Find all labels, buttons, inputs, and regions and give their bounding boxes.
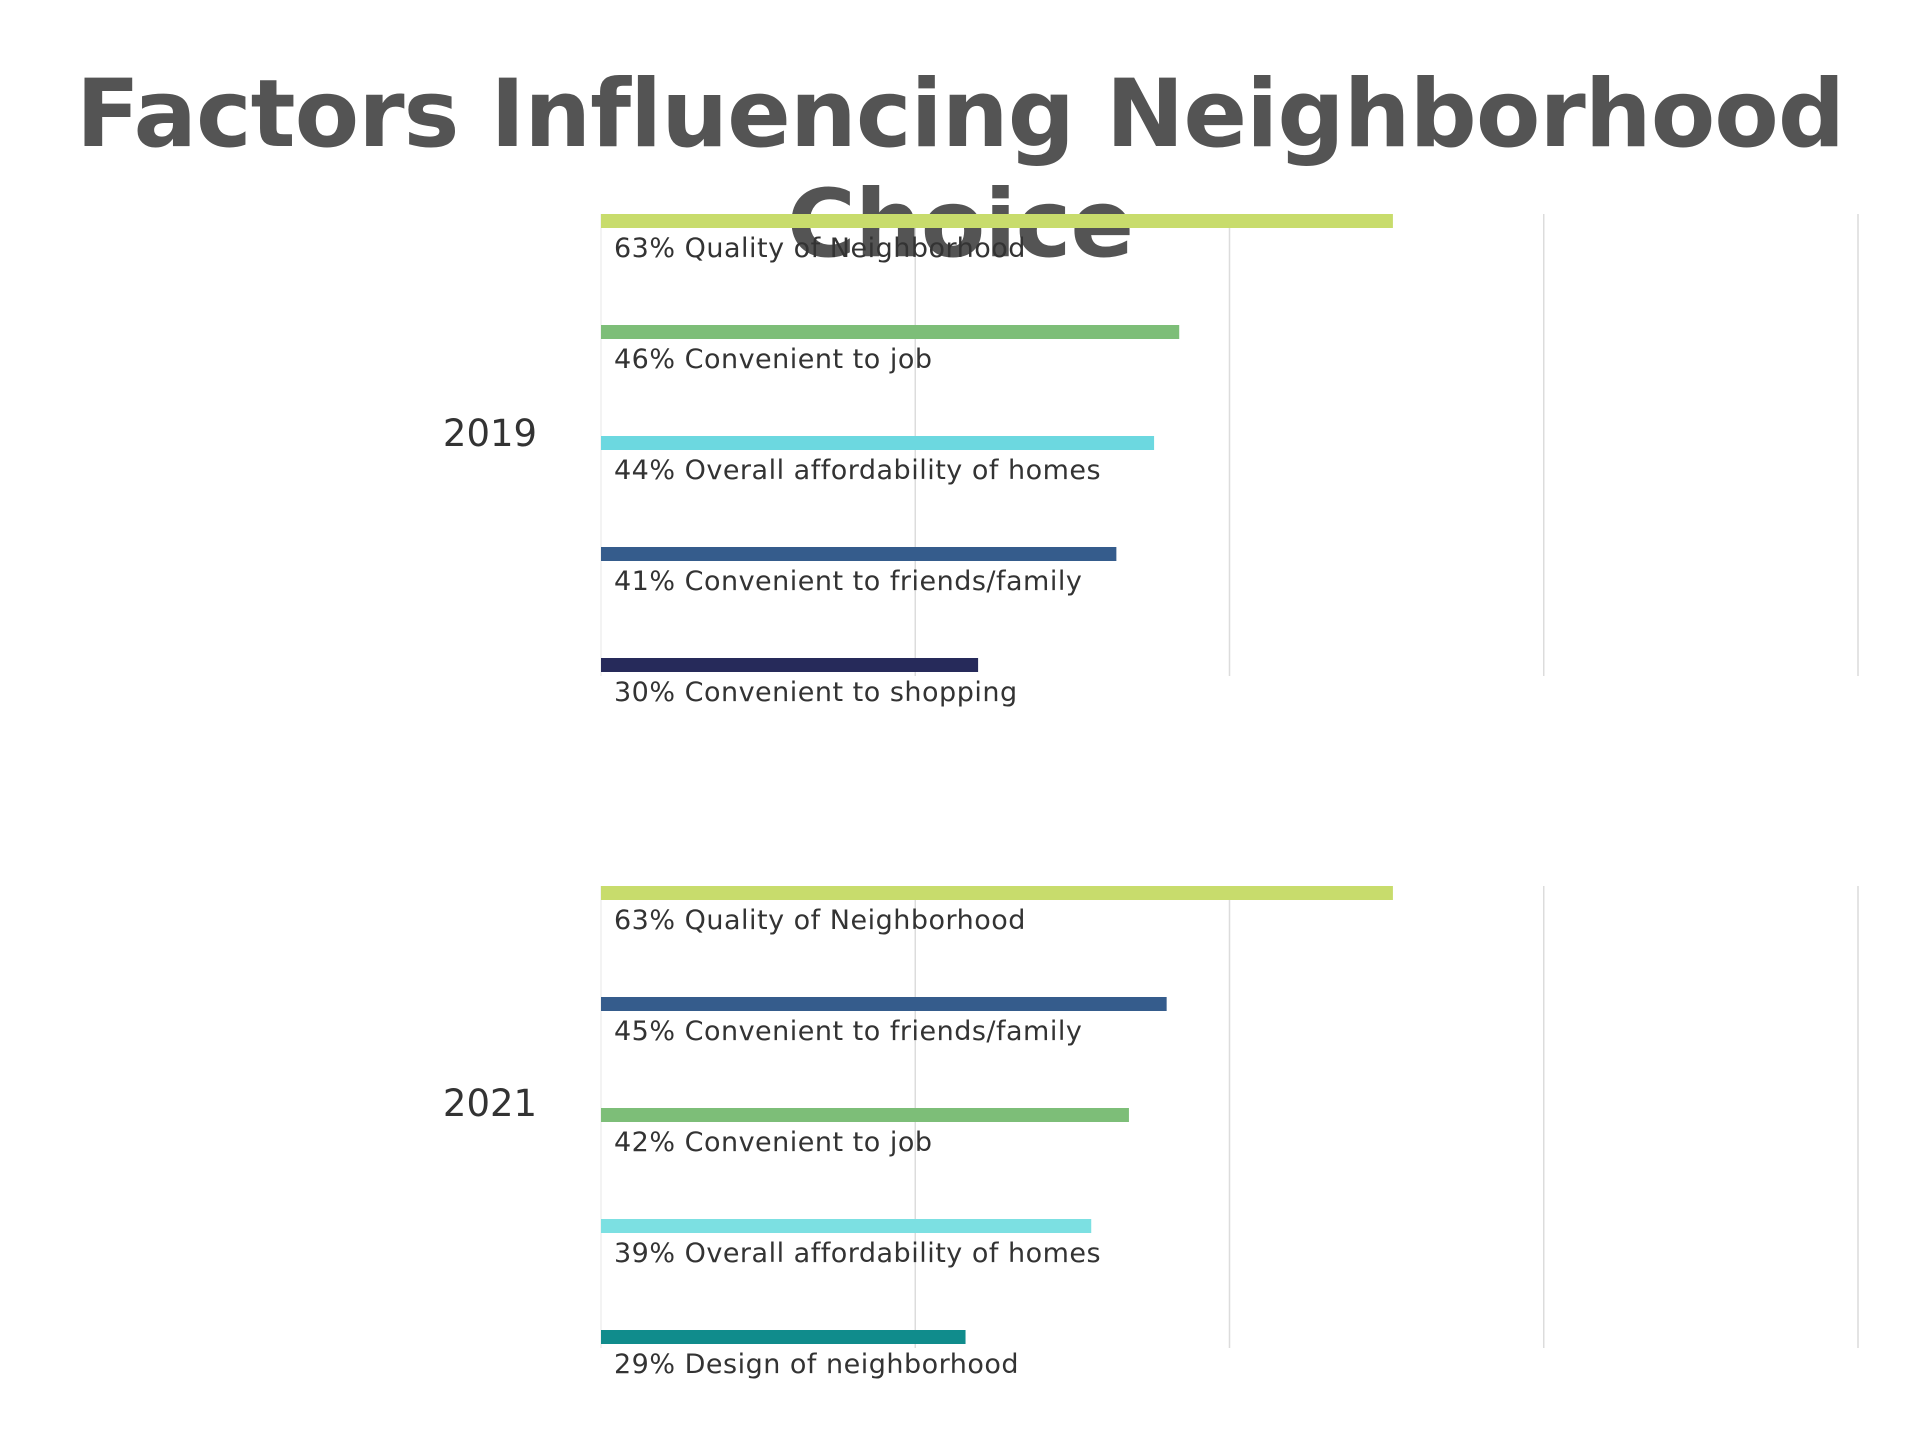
bar-label: 63% Quality of Neighborhood bbox=[614, 905, 1026, 936]
bar bbox=[601, 436, 1155, 450]
chart-panel-2019: 2019 63% Quality of Neighborhood 46% Conve… bbox=[443, 214, 1859, 708]
bar bbox=[601, 1330, 966, 1344]
bar-label: 63% Quality of Neighborhood bbox=[614, 233, 1026, 264]
bar-label: 30% Convenient to shopping bbox=[614, 677, 1018, 708]
bar bbox=[601, 1108, 1129, 1122]
bar bbox=[601, 547, 1117, 561]
bar-label: 29% Design of neighborhood bbox=[614, 1349, 1019, 1380]
bar-label: 45% Convenient to friends/family bbox=[614, 1016, 1082, 1047]
bar bbox=[601, 886, 1393, 900]
bar bbox=[601, 1219, 1092, 1233]
bar-label: 42% Convenient to job bbox=[614, 1127, 933, 1158]
bar bbox=[601, 997, 1167, 1011]
chart-panel-2021: 2021 63% Quality of Neighborhood 45% Conve… bbox=[443, 886, 1859, 1380]
bar-label: 46% Convenient to job bbox=[614, 344, 933, 375]
year-label: 2019 bbox=[443, 412, 537, 455]
bar-label: 44% Overall affordability of homes bbox=[614, 455, 1101, 486]
bar-label: 39% Overall affordability of homes bbox=[614, 1238, 1101, 1269]
year-label: 2021 bbox=[443, 1082, 537, 1125]
bar bbox=[601, 658, 979, 672]
bar bbox=[601, 214, 1393, 228]
bar-label: 41% Convenient to friends/family bbox=[614, 566, 1082, 597]
bar bbox=[601, 325, 1180, 339]
